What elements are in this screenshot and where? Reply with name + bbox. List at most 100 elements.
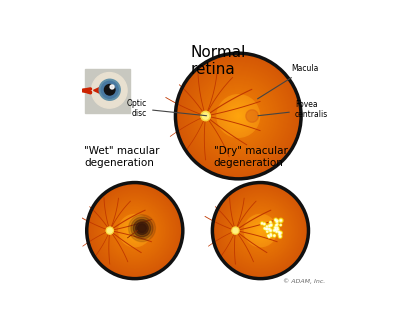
Circle shape [254,224,267,237]
Circle shape [229,107,248,125]
Circle shape [274,235,275,236]
Circle shape [118,214,152,247]
Text: Normal
retina: Normal retina [190,44,246,77]
Circle shape [124,220,146,242]
Circle shape [276,230,278,233]
Wedge shape [94,87,102,94]
Circle shape [232,109,245,123]
Circle shape [218,188,303,273]
Circle shape [228,198,292,263]
Circle shape [131,227,139,235]
Circle shape [241,212,280,250]
Circle shape [222,192,299,269]
Circle shape [108,204,161,257]
Circle shape [115,211,155,251]
Circle shape [246,110,258,122]
Circle shape [278,235,282,238]
Circle shape [235,205,286,256]
Circle shape [274,228,277,231]
Circle shape [122,218,148,244]
Circle shape [273,234,276,237]
Circle shape [110,206,160,255]
Circle shape [193,71,283,161]
Circle shape [235,113,242,119]
Circle shape [246,216,275,245]
Circle shape [126,222,143,239]
Circle shape [125,221,144,240]
Circle shape [136,222,148,235]
Circle shape [104,199,166,262]
Circle shape [132,227,138,234]
Circle shape [101,81,118,98]
Circle shape [128,223,142,238]
Circle shape [266,225,268,228]
Circle shape [244,214,277,247]
Circle shape [276,227,278,229]
Circle shape [202,113,209,119]
Circle shape [124,220,145,241]
Circle shape [114,210,156,252]
Circle shape [232,202,289,260]
Circle shape [225,195,296,266]
Circle shape [268,228,270,230]
Circle shape [119,215,151,247]
Circle shape [216,94,260,138]
Circle shape [131,217,153,239]
Circle shape [274,235,275,236]
Circle shape [178,56,298,176]
Circle shape [132,228,137,233]
Circle shape [119,215,151,247]
Circle shape [273,228,278,232]
Circle shape [248,218,273,244]
Circle shape [263,223,265,225]
Circle shape [205,83,272,149]
Text: © ADAM, Inc.: © ADAM, Inc. [284,278,326,284]
Circle shape [275,219,277,221]
Circle shape [90,186,180,276]
Circle shape [251,221,270,240]
Circle shape [268,224,271,228]
Circle shape [88,184,181,277]
Circle shape [212,182,308,279]
Circle shape [276,228,280,231]
Circle shape [183,60,294,172]
Circle shape [216,186,305,276]
Circle shape [210,88,266,144]
Circle shape [234,112,242,120]
Circle shape [180,57,297,175]
Circle shape [99,79,120,100]
Circle shape [220,97,257,135]
Circle shape [223,193,298,268]
Circle shape [275,220,279,223]
Circle shape [132,228,137,233]
Circle shape [106,227,113,234]
Circle shape [227,105,249,127]
Circle shape [270,234,271,235]
Text: "Wet" macular
degeneration: "Wet" macular degeneration [84,146,160,168]
Circle shape [196,74,280,158]
Text: Optic
disc: Optic disc [127,99,206,118]
Circle shape [130,226,140,236]
Circle shape [215,185,306,276]
Circle shape [228,198,293,263]
Circle shape [277,220,278,221]
Circle shape [279,233,280,234]
Circle shape [229,199,292,262]
Circle shape [133,220,151,237]
Circle shape [243,213,278,248]
Circle shape [228,106,248,126]
Circle shape [120,215,150,246]
Circle shape [278,231,281,235]
Circle shape [280,232,282,234]
Circle shape [248,219,272,243]
Circle shape [96,192,173,269]
Circle shape [269,233,272,236]
Circle shape [224,194,297,268]
Circle shape [245,215,276,246]
Circle shape [100,196,169,265]
Circle shape [237,115,239,117]
Circle shape [266,230,268,233]
Circle shape [270,225,272,226]
Circle shape [182,60,295,172]
Circle shape [130,226,139,235]
